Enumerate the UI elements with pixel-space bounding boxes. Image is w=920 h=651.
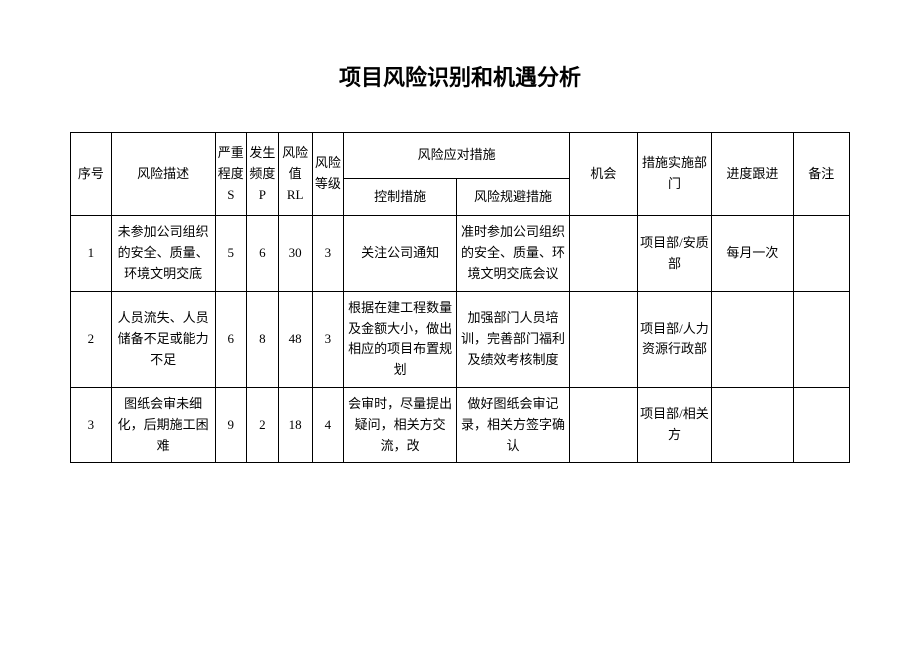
cell-avoidance: 准时参加公司组织的安全、质量、环境文明交底会议 [457, 216, 570, 291]
cell-s: 6 [215, 291, 247, 387]
header-progress: 进度跟进 [712, 133, 793, 216]
cell-control: 会审时，尽量提出疑问，相关方交流，改 [344, 387, 457, 462]
cell-s: 5 [215, 216, 247, 291]
cell-p: 6 [247, 216, 279, 291]
cell-notes [793, 291, 850, 387]
header-countermeasures: 风险应对措施 [344, 133, 570, 179]
cell-progress [712, 387, 793, 462]
cell-rl: 18 [278, 387, 312, 462]
header-avoidance: 风险规避措施 [457, 179, 570, 216]
cell-seq: 2 [71, 291, 112, 387]
cell-control: 关注公司通知 [344, 216, 457, 291]
page-title: 项目风险识别和机遇分析 [70, 60, 850, 92]
cell-progress: 每月一次 [712, 216, 793, 291]
cell-desc: 人员流失、人员储备不足或能力不足 [111, 291, 215, 387]
cell-seq: 3 [71, 387, 112, 462]
cell-seq: 1 [71, 216, 112, 291]
cell-opportunity [569, 291, 637, 387]
cell-control: 根据在建工程数量及金额大小，做出相应的项目布置规划 [344, 291, 457, 387]
cell-opportunity [569, 387, 637, 462]
cell-department: 项目部/人力资源行政部 [637, 291, 712, 387]
header-risk-value: 风险值RL [278, 133, 312, 216]
cell-p: 8 [247, 291, 279, 387]
cell-desc: 未参加公司组织的安全、质量、环境文明交底 [111, 216, 215, 291]
cell-avoidance: 做好图纸会审记录，相关方签字确认 [457, 387, 570, 462]
cell-department: 项目部/安质部 [637, 216, 712, 291]
header-severity: 严重程度S [215, 133, 247, 216]
header-notes: 备注 [793, 133, 850, 216]
table-row: 2 人员流失、人员储备不足或能力不足 6 8 48 3 根据在建工程数量及金额大… [71, 291, 850, 387]
table-row: 1 未参加公司组织的安全、质量、环境文明交底 5 6 30 3 关注公司通知 准… [71, 216, 850, 291]
cell-notes [793, 387, 850, 462]
header-desc: 风险描述 [111, 133, 215, 216]
header-risk-level: 风险等级 [312, 133, 344, 216]
header-opportunity: 机会 [569, 133, 637, 216]
header-department: 措施实施部门 [637, 133, 712, 216]
table-row: 3 图纸会审未细化，后期施工困难 9 2 18 4 会审时，尽量提出疑问，相关方… [71, 387, 850, 462]
cell-level: 4 [312, 387, 344, 462]
cell-rl: 30 [278, 216, 312, 291]
header-control: 控制措施 [344, 179, 457, 216]
risk-table: 序号 风险描述 严重程度S 发生频度P 风险值RL 风险等级 风险应对措施 机会… [70, 132, 850, 463]
cell-progress [712, 291, 793, 387]
cell-avoidance: 加强部门人员培训，完善部门福利及绩效考核制度 [457, 291, 570, 387]
cell-level: 3 [312, 216, 344, 291]
header-seq: 序号 [71, 133, 112, 216]
cell-department: 项目部/相关方 [637, 387, 712, 462]
cell-notes [793, 216, 850, 291]
cell-rl: 48 [278, 291, 312, 387]
cell-p: 2 [247, 387, 279, 462]
header-frequency: 发生频度P [247, 133, 279, 216]
cell-s: 9 [215, 387, 247, 462]
cell-level: 3 [312, 291, 344, 387]
cell-opportunity [569, 216, 637, 291]
cell-desc: 图纸会审未细化，后期施工困难 [111, 387, 215, 462]
